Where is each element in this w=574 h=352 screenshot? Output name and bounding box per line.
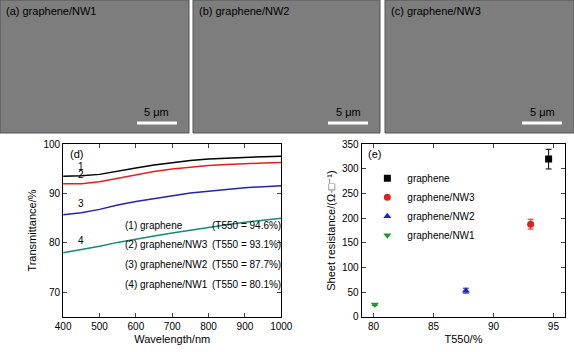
svg-text:(T550 = 94.6%): (T550 = 94.6%) <box>212 220 281 231</box>
svg-text:5 μm: 5 μm <box>144 106 169 118</box>
svg-text:2: 2 <box>78 169 84 180</box>
svg-text:800: 800 <box>200 321 217 332</box>
svg-text:(c) graphene/NW3: (c) graphene/NW3 <box>391 5 481 17</box>
svg-text:250: 250 <box>342 188 359 199</box>
svg-text:85: 85 <box>428 321 440 332</box>
svg-text:90: 90 <box>49 188 61 199</box>
svg-text:90: 90 <box>488 321 500 332</box>
svg-text:(d): (d) <box>70 148 83 160</box>
svg-text:100: 100 <box>43 139 60 150</box>
svg-text:400: 400 <box>55 321 72 332</box>
svg-text:200: 200 <box>342 213 359 224</box>
svg-text:1000: 1000 <box>270 321 293 332</box>
svg-text:(a) graphene/NW1: (a) graphene/NW1 <box>6 5 97 17</box>
svg-text:Wavelength/nm: Wavelength/nm <box>134 333 210 345</box>
svg-text:600: 600 <box>128 321 145 332</box>
svg-text:Sheet resistance/(Ω·□⁻¹): Sheet resistance/(Ω·□⁻¹) <box>325 170 337 290</box>
svg-text:graphene/NW1: graphene/NW1 <box>407 230 475 241</box>
svg-text:5 μm: 5 μm <box>336 106 361 118</box>
svg-text:(4) graphene/NW1: (4) graphene/NW1 <box>125 279 208 290</box>
svg-text:graphene: graphene <box>407 173 450 184</box>
svg-text:95: 95 <box>548 321 560 332</box>
svg-text:300: 300 <box>342 163 359 174</box>
svg-text:(2) graphene/NW3: (2) graphene/NW3 <box>125 239 208 250</box>
svg-text:(3) graphene/NW2: (3) graphene/NW2 <box>125 259 208 270</box>
svg-text:4: 4 <box>78 235 84 246</box>
svg-text:3: 3 <box>78 198 84 209</box>
svg-text:80: 80 <box>49 237 61 248</box>
svg-text:(b) graphene/NW2: (b) graphene/NW2 <box>199 5 290 17</box>
svg-text:0: 0 <box>353 311 359 322</box>
svg-text:70: 70 <box>49 287 61 298</box>
svg-text:(T550 = 93.1%): (T550 = 93.1%) <box>212 239 281 250</box>
svg-text:50: 50 <box>347 287 359 298</box>
svg-text:(e): (e) <box>368 148 381 160</box>
svg-text:80: 80 <box>368 321 380 332</box>
svg-text:700: 700 <box>164 321 181 332</box>
svg-text:graphene/NW2: graphene/NW2 <box>407 211 475 222</box>
svg-text:graphene/NW3: graphene/NW3 <box>407 192 475 203</box>
svg-text:(T550 = 87.7%): (T550 = 87.7%) <box>212 259 281 270</box>
svg-text:1: 1 <box>78 161 84 172</box>
svg-text:(1) graphene: (1) graphene <box>125 220 183 231</box>
svg-text:150: 150 <box>342 237 359 248</box>
svg-text:900: 900 <box>237 321 254 332</box>
svg-text:500: 500 <box>91 321 108 332</box>
svg-text:Transmittance/%: Transmittance/% <box>26 189 38 271</box>
svg-text:100: 100 <box>342 262 359 273</box>
svg-text:5 μm: 5 μm <box>530 106 555 118</box>
svg-text:T550/%: T550/% <box>445 333 483 345</box>
svg-text:(T550 = 80.1%): (T550 = 80.1%) <box>212 279 281 290</box>
svg-text:350: 350 <box>342 139 359 150</box>
